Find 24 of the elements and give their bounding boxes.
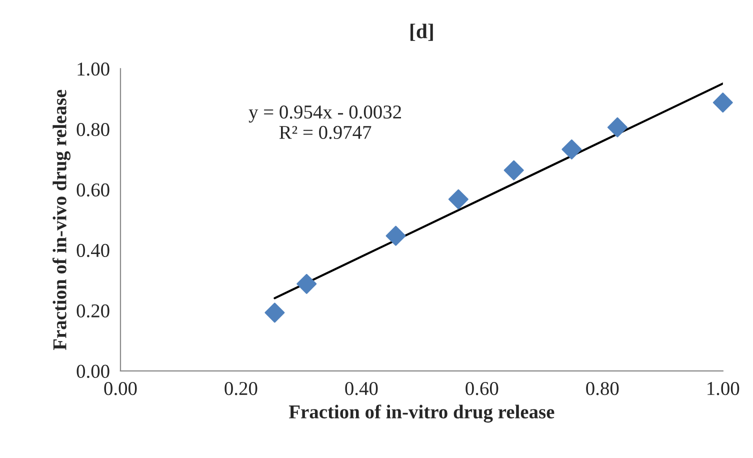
chart-title: [d] bbox=[410, 24, 433, 41]
y-tick-label: 0.80 bbox=[76, 122, 110, 136]
point bbox=[712, 92, 733, 113]
point bbox=[562, 139, 582, 160]
point bbox=[504, 160, 524, 180]
y-tick-label: 0.00 bbox=[76, 364, 110, 378]
y-tick-label: 0.60 bbox=[76, 183, 110, 197]
point bbox=[386, 226, 406, 246]
point bbox=[607, 117, 628, 138]
x-tick-label: 1.00 bbox=[708, 382, 740, 396]
annotation: y = 0.954x - 0.0032 R² = 0.9747 bbox=[248, 105, 401, 140]
point bbox=[264, 302, 285, 323]
x-tick-label: 0.00 bbox=[104, 382, 137, 396]
y-tick-label: 1.00 bbox=[78, 62, 110, 76]
x-tick-label: 0.60 bbox=[466, 382, 498, 396]
y-tick-label: 0.40 bbox=[76, 244, 110, 258]
x-tick-label: 0.80 bbox=[586, 382, 619, 396]
y-tick-label: 0.20 bbox=[76, 304, 110, 318]
x-tick-label: 0.40 bbox=[345, 382, 378, 396]
point bbox=[448, 189, 468, 210]
x-axis-title: Fraction of in-vitro drug release bbox=[288, 404, 554, 423]
x-tick-label: 0.20 bbox=[224, 382, 258, 396]
y-axis-title: Fraction of in-vivo drug release bbox=[52, 90, 70, 350]
point bbox=[296, 274, 317, 294]
